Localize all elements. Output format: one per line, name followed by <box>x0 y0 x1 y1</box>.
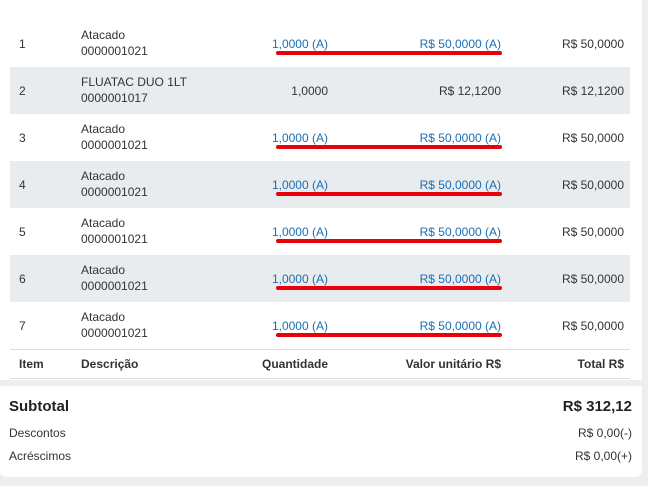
item-number: 3 <box>19 131 26 145</box>
item-quantity[interactable]: 1,0000 (A) <box>271 37 328 51</box>
discounts-label: Descontos <box>9 426 66 440</box>
item-name: Atacado <box>81 28 126 42</box>
item-code: 0000001021 <box>81 326 148 340</box>
surcharges-value: R$ 0,00(+) <box>574 449 632 463</box>
item-quantity[interactable]: 1,0000 (A) <box>271 178 328 192</box>
red-underline-annotation <box>276 286 502 290</box>
items-table: 1 Atacado 0000001021 1,0000 (A) R$ 50,0000 (… <box>10 20 630 379</box>
red-underline-annotation <box>276 192 502 196</box>
table-row: 7 Atacado 0000001021 1,0000 (A) R$ 50,0000 (… <box>10 302 630 349</box>
header-unit-price: Valor unitário R$ <box>405 357 501 371</box>
item-unit-price[interactable]: R$ 50,0000 (A) <box>419 131 501 145</box>
item-unit-price[interactable]: R$ 50,0000 (A) <box>419 178 501 192</box>
red-underline-annotation <box>276 239 502 243</box>
red-underline-annotation <box>276 51 502 55</box>
items-table-body: 1 Atacado 0000001021 1,0000 (A) R$ 50,0000 (… <box>10 20 630 349</box>
item-description: Atacado 0000001021 <box>81 27 148 59</box>
item-code: 0000001021 <box>81 279 148 293</box>
item-number: 2 <box>19 84 26 98</box>
item-total: R$ 12,1200 <box>561 84 624 98</box>
item-name: Atacado <box>81 169 126 183</box>
header-total: Total R$ <box>577 357 624 371</box>
item-code: 0000001021 <box>81 185 148 199</box>
summary-card: Subtotal R$ 312,12 Descontos R$ 0,00(-) … <box>0 386 642 477</box>
item-number: 5 <box>19 225 26 239</box>
item-description: Atacado 0000001021 <box>81 168 148 200</box>
table-header: Item Descrição Quantidade Valor unitário… <box>10 349 630 379</box>
item-name: Atacado <box>81 122 126 136</box>
item-unit-price[interactable]: R$ 50,0000 (A) <box>419 272 501 286</box>
item-code: 0000001021 <box>81 232 148 246</box>
table-row: 5 Atacado 0000001021 1,0000 (A) R$ 50,0000 (… <box>10 208 630 255</box>
header-item: Item <box>19 357 44 371</box>
item-total: R$ 50,0000 <box>561 272 624 286</box>
item-number: 1 <box>19 37 26 51</box>
subtotal-label: Subtotal <box>9 398 69 415</box>
surcharges-label: Acréscimos <box>9 449 72 463</box>
red-underline-annotation <box>276 145 502 149</box>
item-total: R$ 50,0000 <box>561 178 624 192</box>
item-total: R$ 50,0000 <box>561 131 624 145</box>
table-row: 2 FLUATAC DUO 1LT 0000001017 1,0000 R$ 12,12… <box>10 67 630 114</box>
item-quantity[interactable]: 1,0000 (A) <box>271 272 328 286</box>
item-quantity[interactable]: 1,0000 (A) <box>271 131 328 145</box>
table-row: 1 Atacado 0000001021 1,0000 (A) R$ 50,0000 (… <box>10 20 630 67</box>
table-row: 6 Atacado 0000001021 1,0000 (A) R$ 50,0000 (… <box>10 255 630 302</box>
items-card: 1 Atacado 0000001021 1,0000 (A) R$ 50,0000 (… <box>0 0 642 380</box>
item-unit-price[interactable]: R$ 50,0000 (A) <box>419 37 501 51</box>
table-row: 4 Atacado 0000001021 1,0000 (A) R$ 50,0000 (… <box>10 161 630 208</box>
item-name: FLUATAC DUO 1LT <box>81 75 188 89</box>
header-description: Descrição <box>81 357 139 371</box>
item-number: 6 <box>19 272 26 286</box>
item-number: 4 <box>19 178 26 192</box>
item-description: Atacado 0000001021 <box>81 262 148 294</box>
item-quantity[interactable]: 1,0000 (A) <box>271 225 328 239</box>
item-unit-price[interactable]: R$ 50,0000 (A) <box>419 319 501 333</box>
item-unit-price[interactable]: R$ 50,0000 (A) <box>419 225 501 239</box>
item-description: Atacado 0000001021 <box>81 121 148 153</box>
discounts-value: R$ 0,00(-) <box>577 426 632 440</box>
item-unit-price: R$ 12,1200 <box>438 84 501 98</box>
item-name: Atacado <box>81 216 126 230</box>
item-total: R$ 50,0000 <box>561 225 624 239</box>
subtotal-value: R$ 312,12 <box>562 398 632 415</box>
item-code: 0000001021 <box>81 138 148 152</box>
item-total: R$ 50,0000 <box>561 37 624 51</box>
item-description: Atacado 0000001021 <box>81 309 148 341</box>
item-quantity: 1,0000 <box>291 84 328 98</box>
item-description: FLUATAC DUO 1LT 0000001017 <box>81 74 187 106</box>
item-code: 0000001017 <box>81 91 148 105</box>
item-description: Atacado 0000001021 <box>81 215 148 247</box>
item-name: Atacado <box>81 310 126 324</box>
table-row: 3 Atacado 0000001021 1,0000 (A) R$ 50,0000 (… <box>10 114 630 161</box>
red-underline-annotation <box>276 333 502 337</box>
item-number: 7 <box>19 319 26 333</box>
item-code: 0000001021 <box>81 44 148 58</box>
item-total: R$ 50,0000 <box>561 319 624 333</box>
header-quantity: Quantidade <box>261 357 328 371</box>
item-name: Atacado <box>81 263 126 277</box>
item-quantity[interactable]: 1,0000 (A) <box>271 319 328 333</box>
